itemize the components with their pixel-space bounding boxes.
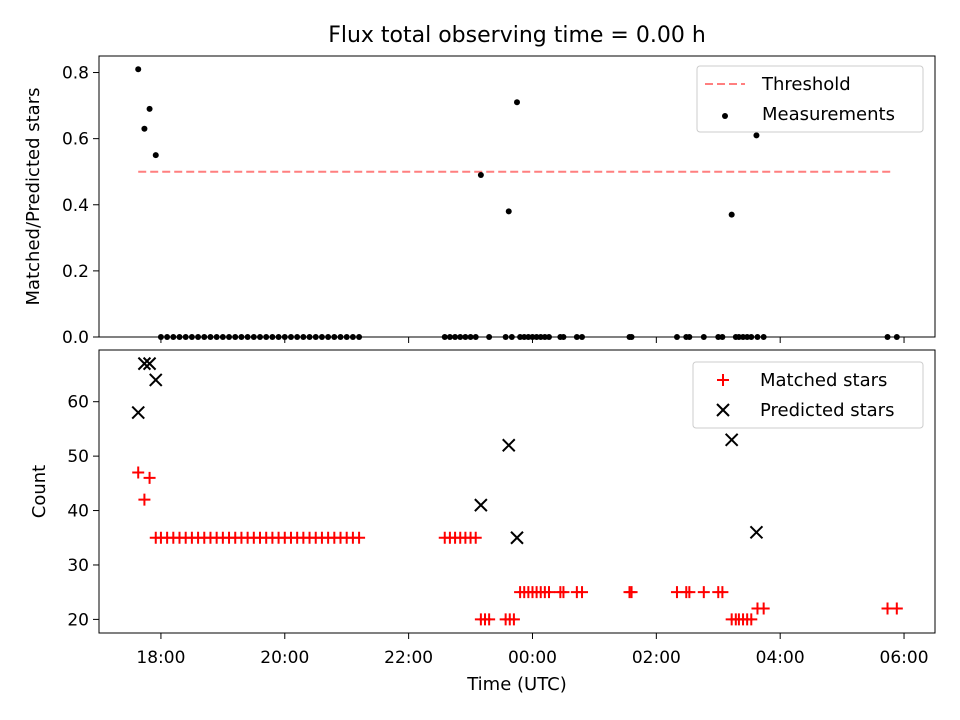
ratio-ytick-label: 0.0 bbox=[62, 328, 89, 348]
matched-stars-point bbox=[542, 586, 555, 599]
count-legend-box bbox=[692, 361, 924, 429]
predicted-stars-point bbox=[131, 405, 145, 420]
count-xtick-label: 06:00 bbox=[880, 648, 929, 668]
matched-stars-point bbox=[138, 493, 151, 506]
count-xtick-label: 18:00 bbox=[136, 648, 185, 668]
ratio-ytick-label: 0.8 bbox=[62, 64, 89, 84]
count-ylabel: Count bbox=[29, 465, 50, 518]
count-plot-area: 20 30 40 50 60 18:00 20:00 22:00 00:00 02:00 04:00… bbox=[67, 356, 929, 668]
matched-stars-point bbox=[716, 586, 729, 599]
count-xtick-label: 20:00 bbox=[260, 648, 309, 668]
count-ytick-label: 20 bbox=[67, 610, 89, 630]
ratio-axes-frame bbox=[98, 55, 936, 338]
measurement-point bbox=[753, 132, 760, 139]
matched-stars-point bbox=[507, 613, 520, 626]
count-axes-frame bbox=[98, 349, 936, 634]
matched-stars-point bbox=[745, 613, 758, 626]
matched-stars-point bbox=[132, 466, 145, 479]
threshold-legend-label: Threshold bbox=[761, 74, 851, 95]
ratio-legend: Threshold Measurements bbox=[696, 65, 924, 133]
count-legend: Matched stars Predicted stars bbox=[692, 361, 924, 429]
matched-stars-point bbox=[469, 531, 482, 544]
measurement-point bbox=[146, 105, 153, 112]
ratio-ytick-label: 0.4 bbox=[62, 196, 89, 216]
count-xtick-label: 22:00 bbox=[384, 648, 433, 668]
predicted-stars-point bbox=[142, 356, 157, 371]
predicted-stars-point bbox=[749, 525, 764, 540]
predicted-legend-icon bbox=[716, 403, 730, 417]
matched-stars-point bbox=[576, 586, 589, 599]
predicted-stars-point bbox=[149, 373, 163, 387]
predicted-stars-point bbox=[474, 498, 488, 512]
predicted-stars-point bbox=[502, 438, 516, 452]
measurement-point bbox=[514, 99, 520, 106]
matched-stars-point bbox=[557, 586, 570, 599]
matched-legend-icon bbox=[717, 374, 729, 386]
count-panel: 20 30 40 50 60 18:00 20:00 22:00 00:00 02:00 04:00… bbox=[29, 349, 936, 695]
matched-legend-label: Matched stars bbox=[760, 370, 887, 391]
count-xtick-label: 04:00 bbox=[756, 648, 805, 668]
predicted-stars-point bbox=[510, 531, 524, 545]
ratio-ytick-label: 0.6 bbox=[62, 130, 89, 150]
measurement-point bbox=[728, 211, 735, 218]
predicted-legend-label: Predicted stars bbox=[760, 400, 894, 421]
predicted-stars-point bbox=[724, 433, 739, 447]
count-ytick-label: 30 bbox=[67, 556, 89, 576]
figure-title: Flux total observing time = 0.00 h bbox=[328, 23, 706, 48]
count-ytick-label: 60 bbox=[67, 393, 89, 413]
measurements-legend-label: Measurements bbox=[762, 104, 895, 125]
matched-stars-point bbox=[757, 602, 770, 615]
matched-stars-point bbox=[143, 471, 156, 484]
ratio-ytick-label: 0.2 bbox=[62, 262, 89, 282]
count-xlabel: Time (UTC) bbox=[466, 674, 567, 695]
measurement-point bbox=[152, 152, 159, 159]
matched-stars-point bbox=[353, 531, 366, 544]
ratio-panel: 0.00.20.40.60.8 Matched/Predicted stars … bbox=[23, 55, 936, 348]
count-xtick-label: 00:00 bbox=[508, 648, 557, 668]
measurement-point bbox=[135, 66, 142, 73]
measurement-point bbox=[141, 125, 148, 132]
measurements-legend-icon bbox=[722, 113, 728, 119]
count-ytick-label: 40 bbox=[67, 502, 89, 522]
matched-stars-point bbox=[625, 586, 638, 599]
measurement-point bbox=[505, 208, 512, 215]
matched-stars-point bbox=[483, 613, 496, 626]
ratio-legend-box bbox=[696, 65, 924, 133]
count-xtick-label: 02:00 bbox=[632, 648, 681, 668]
ratio-ylabel: Matched/Predicted stars bbox=[23, 88, 44, 306]
count-ytick-label: 50 bbox=[67, 447, 89, 467]
matched-stars-point bbox=[683, 586, 696, 599]
predicted-stars-point bbox=[137, 356, 152, 371]
matched-stars-point bbox=[697, 586, 710, 599]
matched-stars-point bbox=[890, 602, 903, 615]
measurement-point bbox=[477, 172, 484, 179]
